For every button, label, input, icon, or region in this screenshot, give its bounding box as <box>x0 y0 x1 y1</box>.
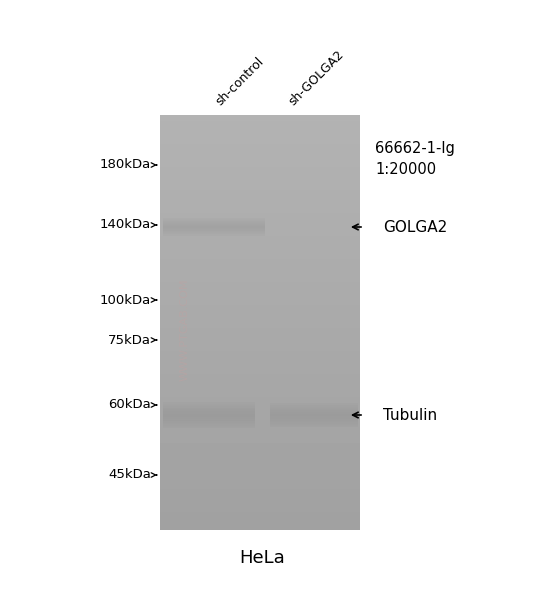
Text: HeLa: HeLa <box>239 549 285 567</box>
Text: sh-GOLGA2: sh-GOLGA2 <box>286 48 346 108</box>
Text: sh-control: sh-control <box>213 55 266 108</box>
Text: 60kDa: 60kDa <box>108 398 151 412</box>
Text: 1:20000: 1:20000 <box>375 163 436 178</box>
Text: 180kDa: 180kDa <box>100 158 151 172</box>
Text: 100kDa: 100kDa <box>100 293 151 307</box>
Text: Tubulin: Tubulin <box>383 407 437 422</box>
Text: 140kDa: 140kDa <box>100 218 151 232</box>
Bar <box>160 115 360 530</box>
Text: 45kDa: 45kDa <box>108 469 151 481</box>
Text: GOLGA2: GOLGA2 <box>383 220 447 235</box>
Text: 75kDa: 75kDa <box>108 334 151 346</box>
Text: WWW.PTGAB.COM: WWW.PTGAB.COM <box>180 279 190 381</box>
Text: 66662-1-Ig: 66662-1-Ig <box>375 140 455 155</box>
